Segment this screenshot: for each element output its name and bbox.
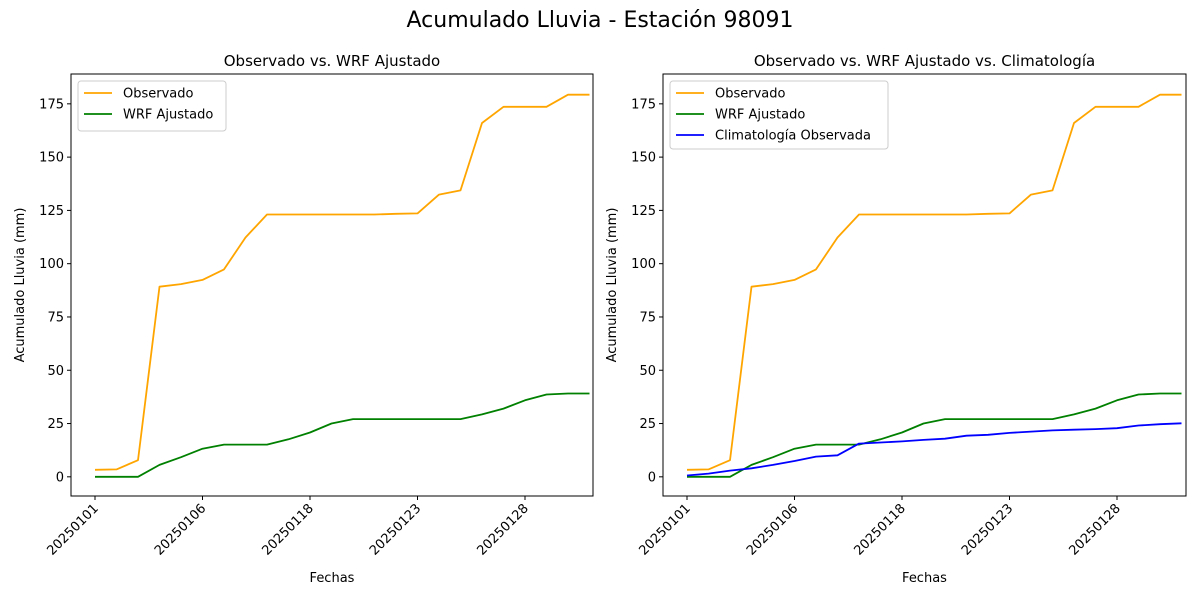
axes-frame — [662, 73, 1187, 497]
y-axis-label: Acumulado Lluvia (mm) — [13, 208, 28, 363]
legend-box — [77, 80, 227, 132]
chart-panel-left: 0 25 50 75 100 125 150 175 20250101 20250106 20250… — [13, 52, 594, 586]
legend-label-1: Observado — [123, 87, 194, 102]
legend-label-2: WRF Ajustado — [123, 108, 213, 123]
y-tick-label: 25 — [47, 417, 64, 432]
legend-label-3: Climatología Observada — [715, 129, 871, 144]
y-tick-label: 0 — [648, 470, 656, 485]
series-line-1 — [94, 93, 590, 471]
x-tick-label: 20250123 — [367, 501, 424, 558]
x-axis-label: Fechas — [310, 571, 355, 586]
y-tick-label: 50 — [639, 364, 656, 379]
x-tick-label: 20250128 — [474, 501, 531, 558]
x-tick-label: 20250118 — [851, 501, 908, 558]
y-tick-label: 125 — [631, 204, 656, 219]
y-tick-label: 150 — [39, 151, 64, 166]
y-tick-label: 100 — [39, 257, 64, 272]
chart-panel-right: 0 25 50 75 100 125 150 175 20250101 20250106 20250… — [605, 52, 1187, 586]
legend-label-2: WRF Ajustado — [715, 108, 805, 123]
legend-label-1: Observado — [715, 87, 786, 102]
y-tick-label: 25 — [639, 417, 656, 432]
y-tick-label: 75 — [47, 310, 64, 325]
series-line-1 — [686, 93, 1182, 471]
legend: Observado WRF Ajustado — [77, 80, 227, 132]
y-tick-label: 175 — [39, 97, 64, 112]
series-line-2 — [687, 392, 1182, 478]
series-line-3 — [686, 422, 1182, 477]
series-line-2 — [95, 392, 590, 478]
x-tick-label: 20250118 — [259, 501, 316, 558]
x-tick-label: 20250128 — [1066, 501, 1123, 558]
figure-title: Acumulado Lluvia - Estación 98091 — [406, 8, 794, 33]
x-tick-label: 20250101 — [636, 501, 693, 558]
y-axis-label: Acumulado Lluvia (mm) — [605, 208, 620, 363]
legend-box — [669, 80, 889, 150]
x-tick-label: 20250123 — [959, 501, 1016, 558]
y-tick-label: 0 — [56, 470, 64, 485]
x-tick-label: 20250106 — [744, 501, 801, 558]
x-axis-label: Fechas — [902, 571, 947, 586]
axes-frame — [70, 73, 594, 497]
y-tick-label: 125 — [39, 204, 64, 219]
y-tick-label: 175 — [631, 97, 656, 112]
y-tick-label: 150 — [631, 151, 656, 166]
x-tick-label: 20250106 — [152, 501, 209, 558]
legend: Observado WRF Ajustado Climatología Observ… — [669, 80, 889, 150]
x-tick-label: 20250101 — [44, 501, 101, 558]
y-tick-label: 100 — [631, 257, 656, 272]
subplot-title: Observado vs. WRF Ajustado — [224, 52, 440, 70]
y-tick-label: 75 — [639, 310, 656, 325]
subplot-title: Observado vs. WRF Ajustado vs. Climatolo… — [754, 52, 1095, 70]
y-tick-label: 50 — [47, 364, 64, 379]
